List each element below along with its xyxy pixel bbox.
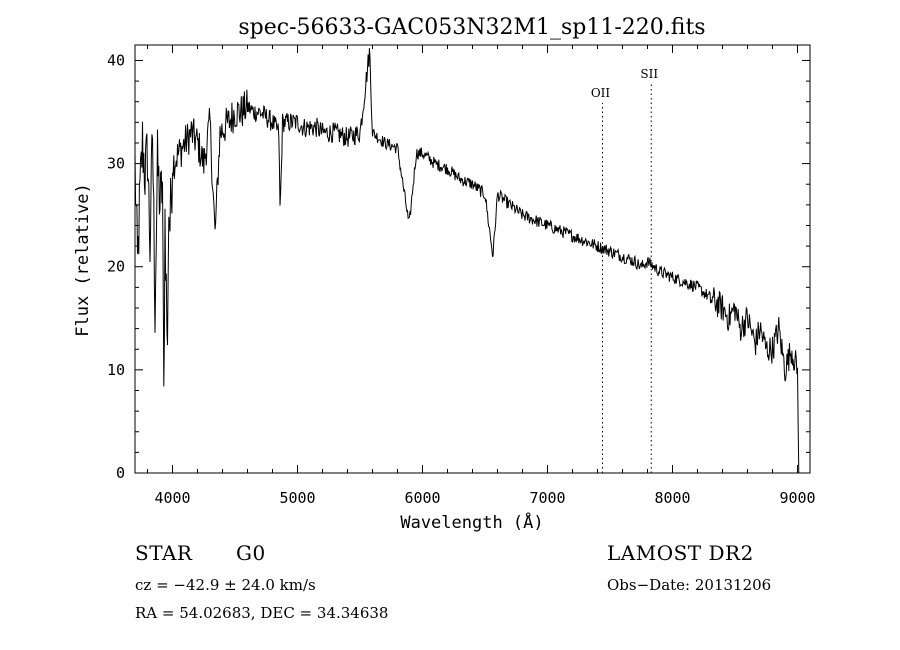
- y-axis-label: Flux (relative): [73, 183, 93, 337]
- emission-line-markers: OII SII: [591, 67, 658, 473]
- plot-frame: [134, 44, 811, 474]
- x-tick-label: 7000: [529, 489, 565, 507]
- y-tick-label: 40: [107, 51, 125, 69]
- emission-line-label: OII: [591, 86, 611, 100]
- object-class: STAR: [135, 541, 193, 565]
- x-tick-label: 8000: [654, 489, 690, 507]
- emission-line-label: SII: [640, 67, 658, 81]
- observation-date: Obs−Date: 20131206: [607, 576, 772, 594]
- y-tick-label: 0: [116, 464, 125, 482]
- coordinates: RA = 54.02683, DEC = 34.34638: [135, 604, 389, 622]
- y-tick-label: 20: [107, 258, 125, 276]
- y-tick-label: 30: [107, 155, 125, 173]
- chart-title: spec-56633-GAC053N32M1_sp11-220.fits: [238, 15, 705, 40]
- spectrum-series-line: [134, 48, 800, 474]
- x-tick-label: 9000: [779, 489, 815, 507]
- x-tick-label: 5000: [279, 489, 315, 507]
- y-axis-ticks: 0 10 20 30 40: [107, 51, 810, 482]
- x-axis-label: Wavelength (Å): [400, 511, 543, 533]
- x-axis-ticks: 4000 5000 6000 7000 8000 9000: [147, 45, 816, 507]
- object-subclass: G0: [236, 541, 266, 565]
- survey-name: LAMOST DR2: [607, 541, 754, 565]
- y-tick-label: 10: [107, 361, 125, 379]
- x-tick-label: 6000: [404, 489, 440, 507]
- redshift-cz: cz = −42.9 ± 24.0 km/s: [135, 576, 316, 594]
- x-tick-label: 4000: [154, 489, 190, 507]
